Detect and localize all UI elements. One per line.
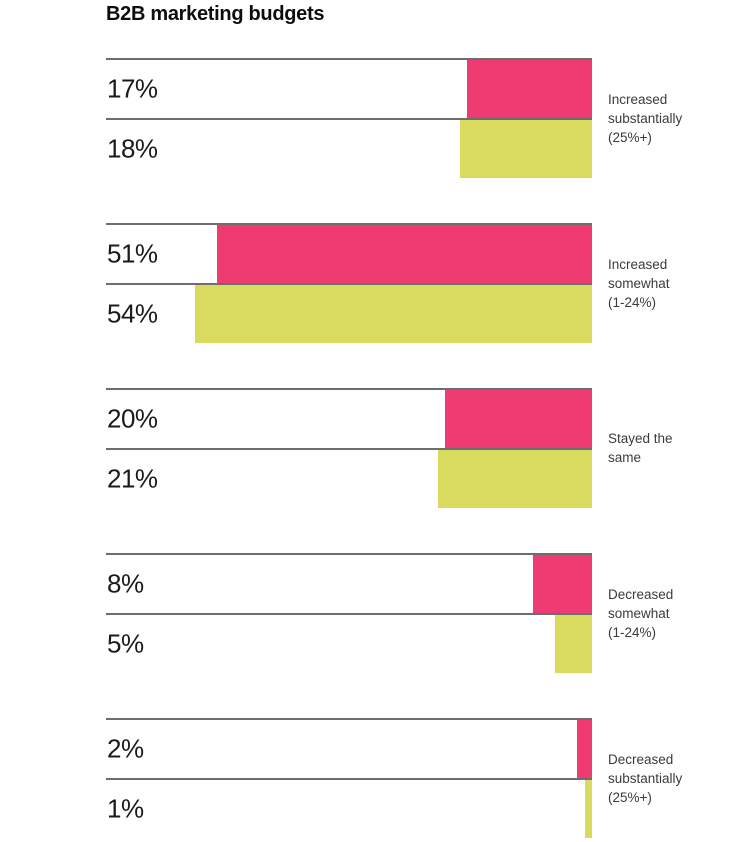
value-label-pink: 51% <box>107 238 158 269</box>
bar-pair: 17% 18% <box>106 58 592 178</box>
pink-bar <box>445 390 592 448</box>
pink-bar <box>467 60 592 118</box>
bar-row-pink: 51% <box>106 223 592 283</box>
pink-bar <box>217 225 592 283</box>
bar-row-green: 54% <box>106 283 592 343</box>
bar-row-pink: 17% <box>106 58 592 118</box>
category-label: Stayed the same <box>608 431 673 465</box>
bar-pair: 8% 5% <box>106 553 592 673</box>
green-bar <box>195 285 592 343</box>
bar-pair: 20% 21% <box>106 388 592 508</box>
value-label-pink: 2% <box>107 733 144 764</box>
chart-groups: 17% 18% Increased substantially (25%+) 5… <box>106 58 751 838</box>
bar-group: 51% 54% Increased somewhat (1-24%) <box>106 223 751 343</box>
bar-group: 17% 18% Increased substantially (25%+) <box>106 58 751 178</box>
bar-row-green: 18% <box>106 118 592 178</box>
value-label-green: 5% <box>107 628 144 659</box>
chart-title: B2B marketing budgets <box>106 3 325 25</box>
pink-bar <box>577 720 592 778</box>
value-label-pink: 8% <box>107 568 144 599</box>
bar-pair: 51% 54% <box>106 223 592 343</box>
value-label-green: 18% <box>107 133 158 164</box>
bar-row-green: 1% <box>106 778 592 838</box>
bar-row-green: 5% <box>106 613 592 673</box>
bar-group: 20% 21% Stayed the same <box>106 388 751 508</box>
green-bar <box>437 450 592 508</box>
category-label: Increased substantially (25%+) <box>608 91 683 145</box>
green-bar <box>459 120 592 178</box>
category-label: Increased somewhat (1-24%) <box>608 256 670 310</box>
bar-pair: 2% 1% <box>106 718 592 838</box>
category-label: Decreased somewhat (1-24%) <box>608 586 674 640</box>
pink-bar <box>533 555 592 613</box>
bar-group: 8% 5% Decreased somewhat (1-24%) <box>106 553 751 673</box>
value-label-green: 21% <box>107 463 158 494</box>
bar-row-pink: 20% <box>106 388 592 448</box>
value-label-green: 1% <box>107 793 144 824</box>
bar-row-green: 21% <box>106 448 592 508</box>
bar-group: 2% 1% Decreased substantially (25%+) <box>106 718 751 838</box>
green-bar <box>555 615 592 673</box>
value-label-pink: 20% <box>107 403 158 434</box>
value-label-green: 54% <box>107 298 158 329</box>
bar-row-pink: 8% <box>106 553 592 613</box>
category-label: Decreased substantially (25%+) <box>608 751 683 805</box>
bar-row-pink: 2% <box>106 718 592 778</box>
green-bar <box>584 780 592 838</box>
value-label-pink: 17% <box>107 73 158 104</box>
